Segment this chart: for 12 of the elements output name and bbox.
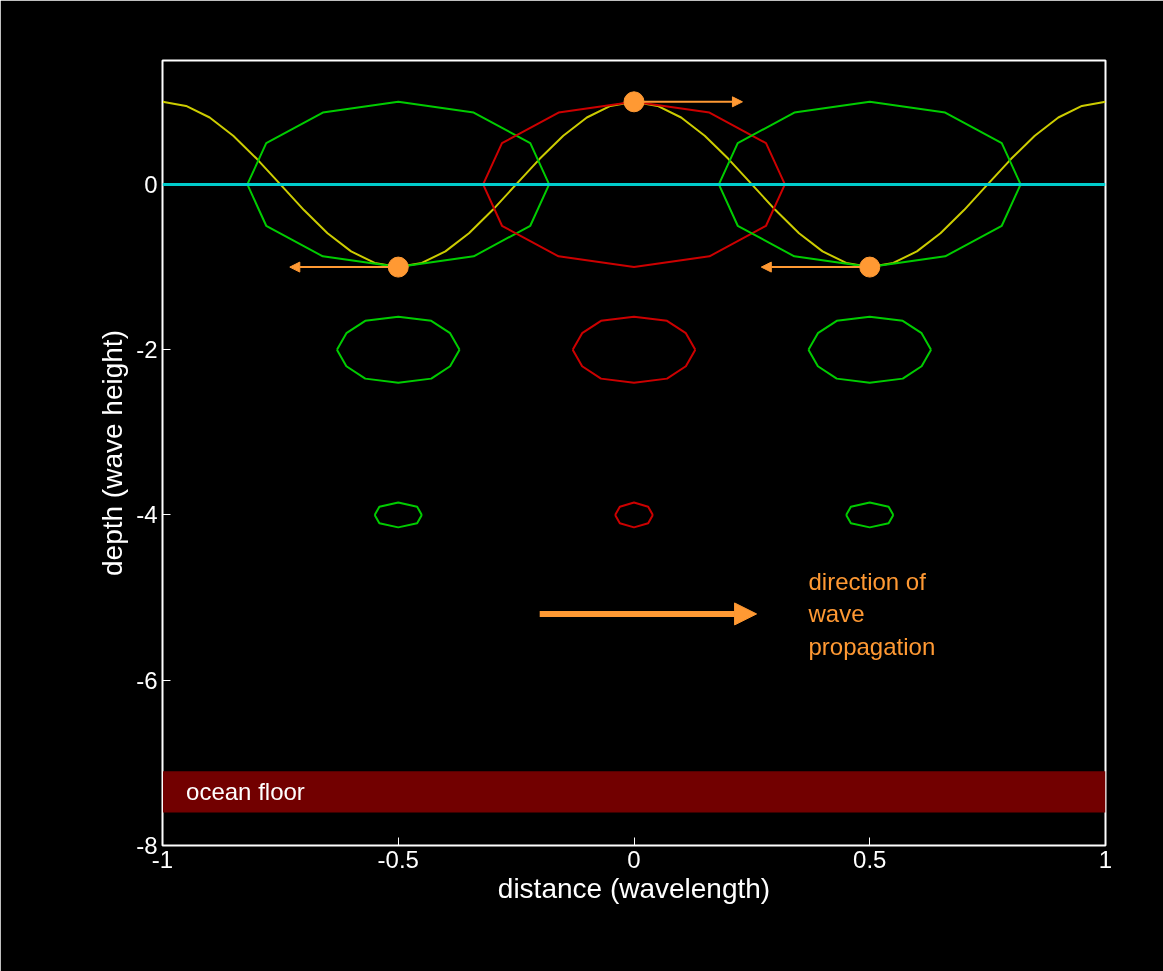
y-tick-label: -2 [136, 336, 158, 364]
band-label: ocean floor [186, 778, 305, 806]
x-tick-label: 1 [1098, 845, 1113, 873]
x-tick-label: 0 [627, 845, 641, 873]
y-tick-label: -6 [136, 666, 158, 694]
x-tick-label: 0.5 [853, 845, 887, 873]
y-axis-title: depth (wave height) [97, 330, 129, 576]
y-tick-label: 0 [144, 170, 158, 198]
x-tick-label: -0.5 [377, 845, 419, 873]
annotation: direction of wave propagation [807, 568, 936, 660]
x-axis-title: distance (wavelength) [497, 872, 771, 904]
y-tick-label: -4 [136, 501, 158, 529]
